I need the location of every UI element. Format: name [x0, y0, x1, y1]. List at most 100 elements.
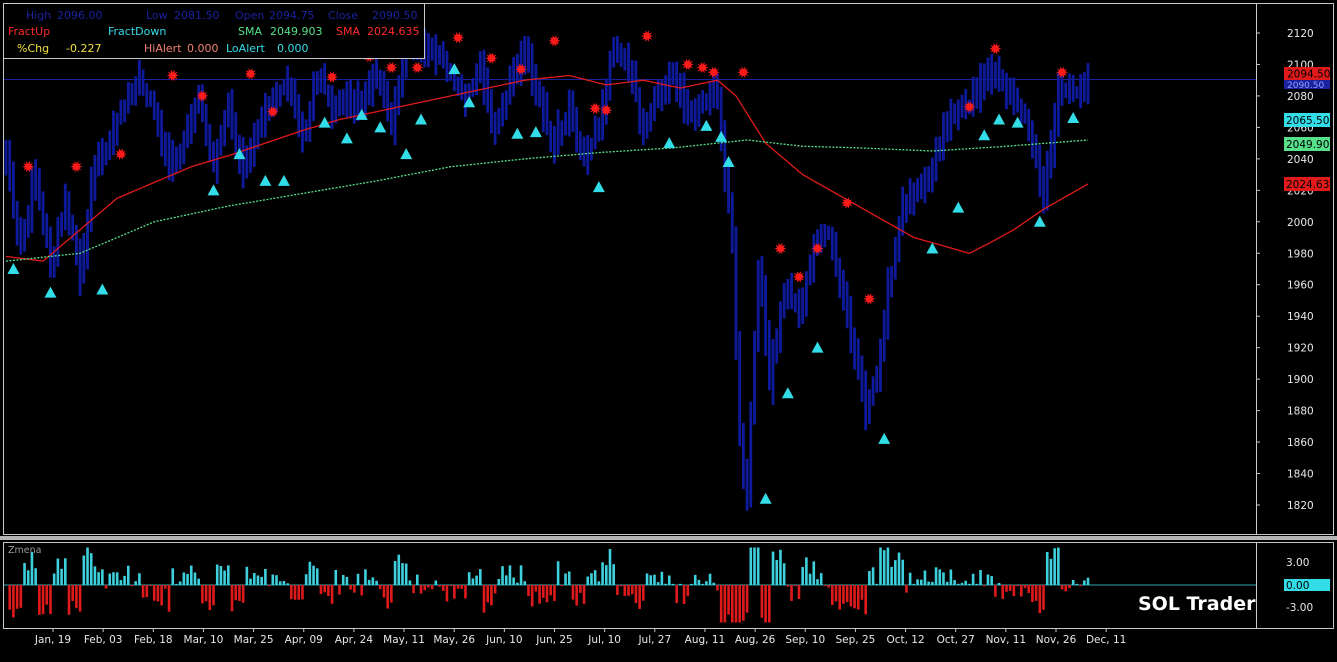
- histogram-bar: [860, 585, 864, 600]
- histogram-bar: [393, 561, 397, 585]
- histogram-bar: [705, 581, 708, 585]
- histogram-bar: [349, 585, 352, 590]
- price-bar: [960, 94, 964, 118]
- x-tick-label: Feb, 03: [84, 634, 123, 646]
- histogram-bar: [927, 581, 930, 585]
- histogram-bar: [89, 553, 93, 585]
- price-bar: [256, 119, 260, 150]
- histogram-bar: [616, 585, 619, 595]
- price-bar: [471, 77, 475, 97]
- price-bar: [186, 114, 189, 149]
- fractal-up-marker: [863, 293, 876, 305]
- histogram-bar: [308, 561, 312, 585]
- price-bar: [723, 120, 727, 193]
- price-bar: [667, 61, 671, 104]
- histogram-bar: [467, 572, 471, 585]
- price-bar: [163, 131, 167, 167]
- histogram-bar: [534, 585, 538, 592]
- price-bar: [527, 36, 530, 73]
- histogram-bar: [805, 557, 808, 585]
- histogram-bar: [916, 579, 919, 585]
- price-bar: [286, 65, 290, 102]
- histogram-bar: [286, 583, 289, 585]
- histogram-bar: [219, 565, 223, 585]
- histogram-bar: [371, 577, 375, 585]
- histogram-bar: [167, 585, 171, 612]
- fractal-down-marker: [529, 126, 542, 138]
- price-bar: [1056, 72, 1060, 137]
- price-bar: [1034, 134, 1038, 169]
- price-bar: [519, 40, 523, 87]
- price-bar: [919, 173, 923, 200]
- price-bar: [545, 91, 549, 136]
- fractal-up-marker: [589, 102, 602, 115]
- fractal-up-marker: [1056, 66, 1069, 78]
- price-bar: [197, 84, 201, 114]
- price-tag-sma-fast: 2049.90: [1284, 137, 1330, 151]
- price-bar: [882, 309, 886, 362]
- y-tick-label: 1920: [1287, 343, 1314, 355]
- sma-slow-path: [5, 74, 1089, 262]
- price-bar: [97, 141, 101, 177]
- histogram-bar: [227, 565, 230, 585]
- fractal-down-marker: [44, 286, 57, 298]
- histogram-bar: [819, 573, 823, 585]
- svg-text:%Chg -0.227 HiAler: %Chg -0.227 HiAlert 0.000 LoAlert 0.000: [17, 42, 309, 55]
- histogram-bar: [942, 572, 945, 585]
- price-bar: [230, 88, 234, 140]
- fractal-down-marker: [993, 113, 1006, 125]
- price-tag-last-text: 2094.50: [1287, 69, 1330, 81]
- histogram-bar: [697, 579, 701, 585]
- price-bar: [956, 99, 960, 131]
- histogram-bar: [93, 566, 97, 585]
- histogram-bar: [271, 574, 275, 585]
- histogram-bar: [1071, 580, 1075, 585]
- histogram-bar: [260, 576, 263, 585]
- price-bar: [590, 137, 593, 161]
- price-bar: [816, 229, 819, 256]
- histogram-bar: [960, 582, 964, 585]
- price-bar: [949, 98, 953, 141]
- price-bar: [867, 389, 871, 425]
- histogram-bar: [475, 575, 478, 585]
- histogram-bar: [630, 585, 634, 595]
- histogram-bar: [360, 585, 364, 596]
- price-tag-close: 2090.50: [1284, 80, 1330, 91]
- histogram-bar: [716, 585, 719, 591]
- price-bar: [378, 69, 382, 96]
- price-bar: [1008, 77, 1012, 105]
- histogram-bar: [990, 576, 993, 585]
- price-bar: [771, 339, 775, 406]
- lower-axis-frame: [1256, 542, 1334, 629]
- price-bar: [693, 98, 697, 131]
- histogram-bar: [430, 585, 434, 590]
- histogram-bar: [23, 562, 26, 585]
- price-bar: [749, 401, 753, 508]
- x-tick-label: Oct, 27: [937, 634, 975, 646]
- histogram-bar: [67, 585, 71, 615]
- price-bar: [593, 115, 597, 150]
- histogram-bar: [419, 585, 423, 594]
- panel-separator: [0, 536, 1337, 540]
- histogram-bar: [560, 585, 564, 587]
- price-bar: [34, 159, 38, 201]
- price-bar: [612, 36, 616, 68]
- price-bar: [856, 338, 860, 380]
- fractal-up-marker: [166, 69, 179, 82]
- loalert-value: 0.000: [277, 42, 309, 55]
- price-bar: [289, 77, 293, 107]
- fractup-label: FractUp: [8, 25, 50, 38]
- price-bar: [1005, 72, 1008, 110]
- histogram-bar: [549, 585, 553, 596]
- y-tick-label: 2120: [1287, 28, 1314, 40]
- histogram-bar: [656, 582, 660, 585]
- histogram-bar: [523, 581, 527, 585]
- price-bar: [890, 266, 894, 298]
- price-bar: [641, 108, 645, 146]
- fractal-down-marker: [1033, 215, 1046, 227]
- price-bar: [790, 272, 793, 310]
- histogram-bar: [1034, 585, 1038, 601]
- price-bar: [108, 130, 112, 161]
- histogram-bar: [923, 570, 927, 585]
- histogram-bar: [445, 585, 449, 602]
